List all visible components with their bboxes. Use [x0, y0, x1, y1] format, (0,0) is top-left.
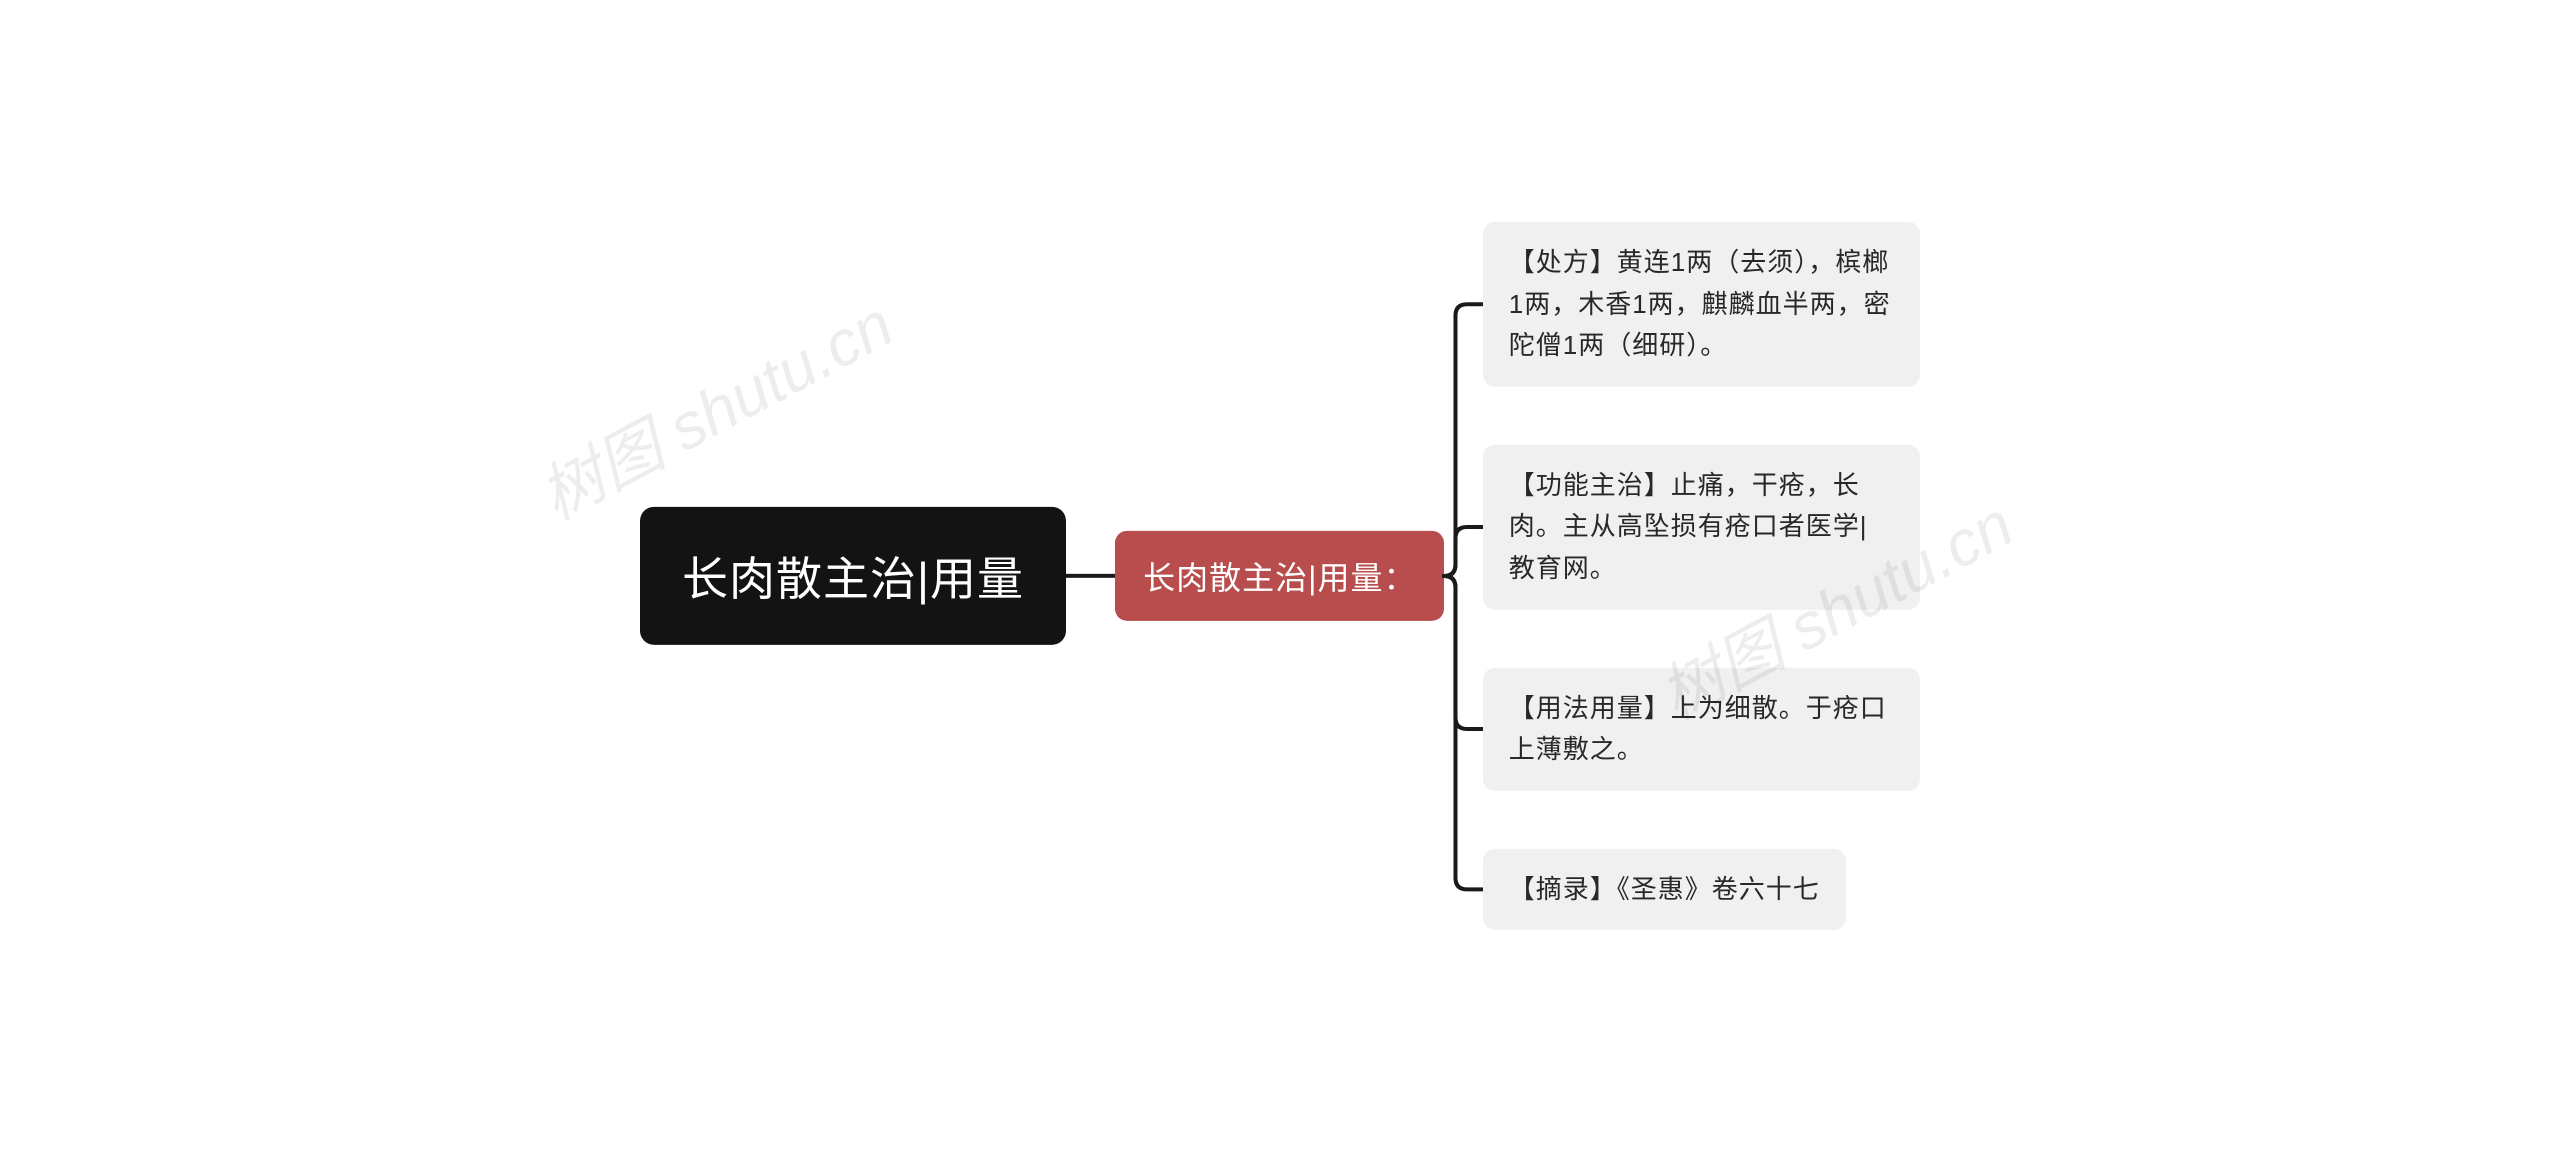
- leaf-item: 【处方】黄连1两（去须），槟榔1两，木香1两，麒麟血半两，密陀僧1两（细研）。: [1483, 222, 1920, 387]
- leaves-wrapper: 【处方】黄连1两（去须），槟榔1两，木香1两，麒麟血半两，密陀僧1两（细研）。 …: [1483, 222, 1920, 930]
- leaf-item: 【摘录】《圣惠》卷六十七: [1483, 849, 1920, 931]
- mindmap-container: 长肉散主治|用量 长肉散主治|用量： 【处方】黄连1两（去须），槟榔1两，木香1…: [640, 222, 1920, 930]
- connector-root-l1: [1066, 574, 1115, 578]
- leaf-text: 【功能主治】止痛，干疮，长肉。主从高坠损有疮口者医学|教育网。: [1509, 470, 1868, 583]
- root-label: 长肉散主治|用量: [682, 553, 1024, 605]
- leaf-item: 【用法用量】上为细散。于疮口上薄敷之。: [1483, 667, 1920, 790]
- leaf-text: 【用法用量】上为细散。于疮口上薄敷之。: [1509, 692, 1887, 764]
- level1-node: 长肉散主治|用量：: [1115, 531, 1444, 621]
- root-node: 长肉散主治|用量: [640, 507, 1066, 645]
- level1-label: 长肉散主治|用量：: [1143, 560, 1416, 596]
- leaf-node-2: 【用法用量】上为细散。于疮口上薄敷之。: [1483, 667, 1920, 790]
- leaf-node-3: 【摘录】《圣惠》卷六十七: [1483, 849, 1846, 931]
- leaf-item: 【功能主治】止痛，干疮，长肉。主从高坠损有疮口者医学|教育网。: [1483, 445, 1920, 610]
- branch-svg: [1444, 222, 1482, 930]
- leaf-text: 【处方】黄连1两（去须），槟榔1两，木香1两，麒麟血半两，密陀僧1两（细研）。: [1509, 247, 1891, 360]
- leaf-node-0: 【处方】黄连1两（去须），槟榔1两，木香1两，麒麟血半两，密陀僧1两（细研）。: [1483, 222, 1920, 387]
- branch-area: [1444, 222, 1482, 930]
- leaf-node-1: 【功能主治】止痛，干疮，长肉。主从高坠损有疮口者医学|教育网。: [1483, 445, 1920, 610]
- leaf-text: 【摘录】《圣惠》卷六十七: [1509, 874, 1820, 904]
